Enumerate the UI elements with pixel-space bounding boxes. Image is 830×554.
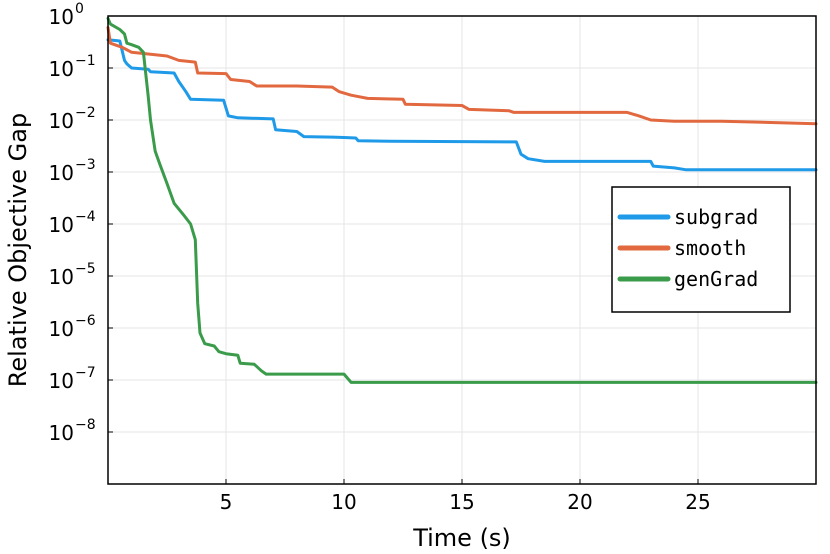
x-tick-label: 25 bbox=[685, 490, 710, 514]
series-line-subgrad bbox=[106, 38, 818, 172]
y-tick-exponent: −8 bbox=[75, 417, 96, 433]
x-tick-label: 20 bbox=[567, 490, 592, 514]
y-tick-label: 10 bbox=[49, 369, 74, 393]
legend-label-smooth: smooth bbox=[674, 236, 746, 260]
y-tick-label: 10 bbox=[49, 317, 74, 341]
y-tick-label: 10 bbox=[49, 161, 74, 185]
x-axis-title: Time (s) bbox=[412, 524, 511, 552]
y-tick-exponent: −2 bbox=[75, 105, 96, 121]
legend: subgrad smooth genGrad bbox=[611, 186, 791, 313]
x-tick-label: 5 bbox=[220, 490, 233, 514]
x-tick-label: 15 bbox=[449, 490, 474, 514]
x-axis-ticks: 5 10 15 20 25 bbox=[220, 479, 711, 514]
y-tick-exponent: −1 bbox=[75, 53, 96, 69]
y-tick-label: 10 bbox=[49, 109, 74, 133]
y-tick-exponent: −4 bbox=[75, 209, 96, 225]
legend-label-subgrad: subgrad bbox=[674, 205, 758, 229]
series-line-genGrad bbox=[106, 16, 818, 384]
y-tick-label: 10 bbox=[49, 265, 74, 289]
y-tick-exponent: −6 bbox=[75, 313, 96, 329]
plot-area bbox=[106, 16, 818, 384]
legend-label-genGrad: genGrad bbox=[674, 267, 758, 291]
y-tick-label: 10 bbox=[49, 421, 74, 445]
y-tick-exponent: −5 bbox=[75, 261, 96, 277]
y-axis-title: Relative Objective Gap bbox=[4, 113, 32, 387]
series-line-smooth bbox=[106, 26, 818, 126]
y-tick-exponent: 0 bbox=[75, 1, 84, 17]
legend-items: subgrad smooth genGrad bbox=[617, 205, 758, 291]
y-tick-label: 10 bbox=[49, 213, 74, 237]
y-tick-exponent: −7 bbox=[75, 365, 96, 381]
y-tick-label: 10 bbox=[49, 57, 74, 81]
y-tick-exponent: −3 bbox=[75, 157, 96, 173]
x-tick-label: 10 bbox=[331, 490, 356, 514]
y-tick-label: 10 bbox=[49, 5, 74, 29]
